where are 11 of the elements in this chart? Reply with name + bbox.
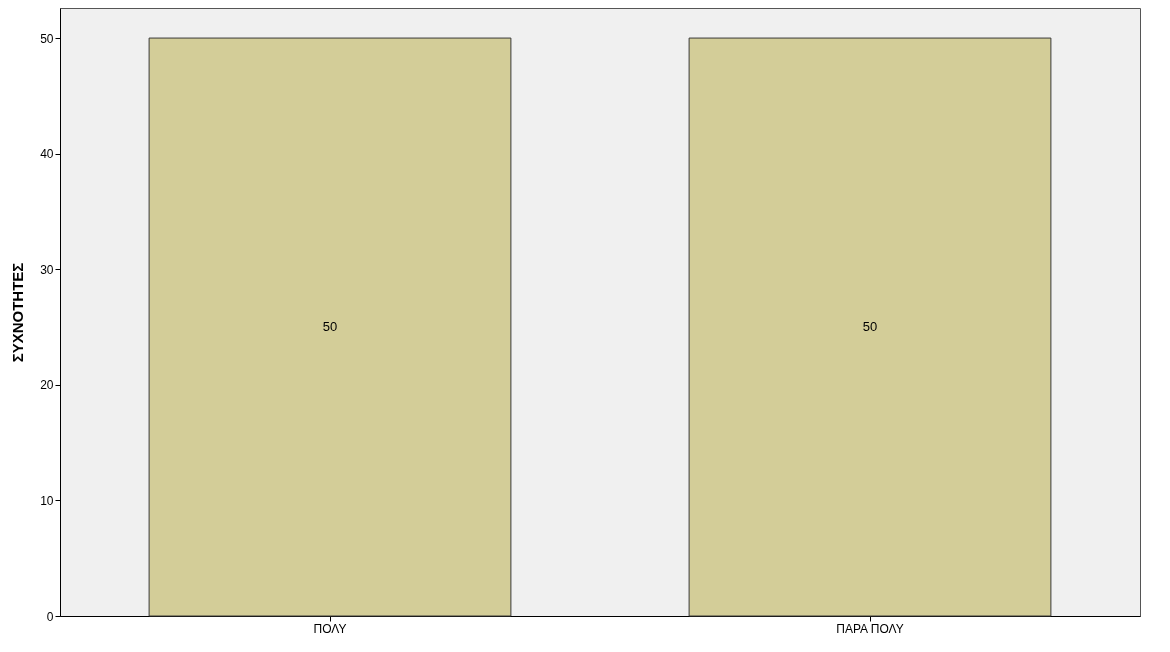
y-tick-label: 50 bbox=[40, 31, 54, 46]
y-tick-label: 20 bbox=[40, 378, 54, 393]
data-label: 50 bbox=[322, 319, 338, 335]
x-tick-label: ΠΑΡΑ ΠΟΛΥ bbox=[836, 621, 904, 636]
data-label: 50 bbox=[862, 319, 878, 335]
y-tick-label: 40 bbox=[40, 147, 54, 162]
y-axis-title: ΣΥΧΝΟΤΗΤΕΣ bbox=[9, 262, 27, 363]
y-tick-label: 0 bbox=[46, 609, 54, 624]
y-tick-label: 10 bbox=[40, 493, 54, 508]
y-tick-label: 30 bbox=[40, 262, 54, 277]
x-tick-label: ΠΟΛΥ bbox=[313, 621, 347, 636]
